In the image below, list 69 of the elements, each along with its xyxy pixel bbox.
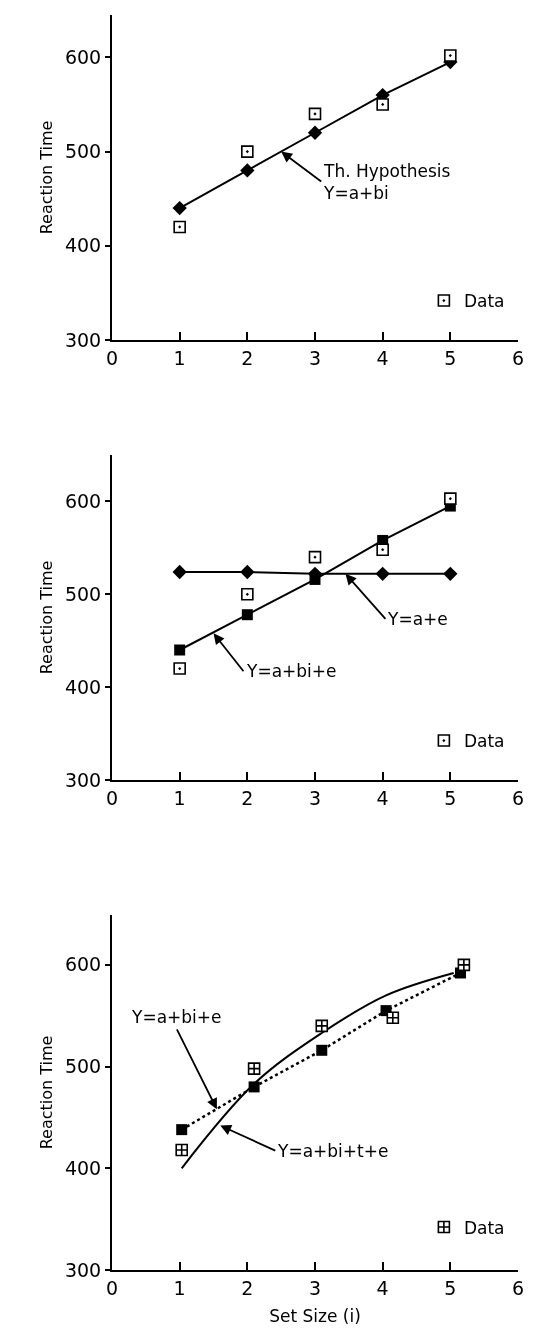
point	[315, 1019, 329, 1033]
x-tick-label: 1	[173, 786, 186, 809]
x-tick-label: 0	[105, 786, 119, 809]
y-axis-title: Reaction Time	[37, 120, 57, 235]
point	[241, 145, 254, 158]
y-axis-title: Reaction Time	[37, 1035, 57, 1150]
x-tick-label: 3	[308, 1276, 322, 1299]
point	[307, 125, 323, 140]
y-tick-label: 500	[64, 582, 102, 605]
x-tick-label: 5	[444, 1276, 457, 1299]
point	[174, 644, 186, 656]
x-tick-label: 2	[241, 786, 254, 809]
annotation: Y=a+bi+e	[246, 661, 337, 681]
point	[240, 163, 255, 178]
point	[444, 492, 457, 505]
point	[308, 550, 322, 564]
y-tick-label: 500	[64, 1055, 102, 1078]
point	[308, 107, 322, 121]
x-axis-title: Set Size (i)	[269, 1305, 361, 1326]
y-tick-label: 600	[64, 46, 102, 69]
x-tick-label: 2	[241, 346, 254, 369]
y-tick-label: 300	[64, 328, 102, 351]
annotation: Y=a+bi+e	[131, 1007, 222, 1027]
x-tick-label: 0	[105, 346, 119, 369]
point	[241, 609, 253, 621]
point	[376, 98, 389, 111]
point	[386, 1011, 400, 1025]
point	[173, 662, 186, 675]
y-tick-label: 400	[64, 675, 102, 698]
point	[443, 566, 458, 582]
point	[375, 566, 390, 582]
point	[247, 1062, 261, 1075]
point	[176, 1124, 188, 1136]
x-tick-label: 6	[511, 1276, 525, 1299]
point	[173, 220, 186, 234]
y-tick-label: 300	[64, 768, 102, 791]
x-tick-label: 3	[308, 346, 322, 369]
x-tick-label: 1	[173, 1276, 186, 1299]
point	[240, 564, 255, 580]
y-tick-label: 300	[64, 1258, 102, 1281]
y-tick-label: 600	[64, 953, 102, 976]
legend-label: Data	[463, 731, 505, 752]
x-tick-label: 1	[173, 346, 186, 369]
x-tick-label: 4	[376, 786, 389, 809]
x-tick-label: 0	[105, 1276, 119, 1299]
legend-label: Data	[463, 291, 505, 312]
x-tick-label: 5	[444, 786, 457, 809]
annotation: Y=a+e	[387, 609, 448, 629]
y-tick-label: 500	[64, 140, 102, 163]
annotation: Th. Hypothesis Y=a+bi	[323, 161, 451, 204]
x-tick-label: 6	[511, 346, 525, 369]
x-tick-label: 6	[511, 786, 525, 809]
x-tick-label: 2	[241, 1276, 254, 1299]
x-tick-label: 3	[308, 786, 322, 809]
point	[316, 1044, 328, 1056]
annotation: Y=a+bi+t+e	[277, 1141, 389, 1161]
point	[172, 564, 187, 580]
legend-label: Data	[463, 1217, 505, 1238]
y-tick-label: 600	[64, 490, 102, 513]
y-tick-label: 400	[64, 1156, 102, 1179]
point	[172, 200, 187, 216]
y-tick-label: 400	[64, 234, 102, 257]
x-tick-label: 4	[376, 1276, 389, 1299]
point	[444, 49, 457, 62]
y-axis-title: Reaction Time	[37, 560, 57, 675]
point	[175, 1143, 188, 1157]
x-tick-label: 4	[376, 346, 389, 369]
x-tick-label: 5	[444, 346, 457, 369]
point	[241, 587, 254, 601]
